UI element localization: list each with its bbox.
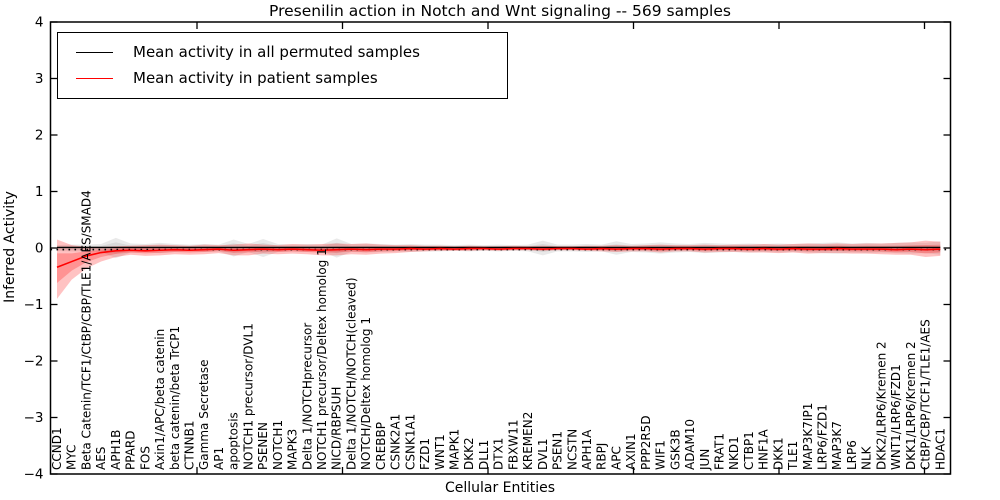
x-tick-label: WNT1	[433, 434, 447, 470]
x-tick-label: MAP3K7	[830, 421, 844, 470]
x-tick-label: CSNK1A1	[403, 414, 417, 470]
y-tick-label: 0	[35, 241, 44, 257]
x-tick-label: PPARD	[124, 431, 138, 471]
x-tick-label: AES	[94, 447, 108, 470]
x-tick-label: FRAT1	[712, 433, 726, 470]
x-tick-label: DKK2	[462, 437, 476, 470]
legend-line-sample-permuted	[76, 51, 113, 53]
x-tick-label: APH1A	[580, 429, 594, 470]
y-tick-label: −1	[24, 297, 44, 313]
x-tick-label: FOS	[138, 446, 152, 470]
x-tick-label: NOTCH1 precursor/DVL1	[241, 323, 255, 470]
legend: Mean activity in all permuted samples Me…	[57, 32, 508, 99]
x-tick-label: DLL1	[477, 440, 491, 470]
x-tick-label: WIF1	[654, 440, 668, 470]
y-tick-label: 4	[35, 15, 44, 31]
x-tick-label: PPP2R5D	[639, 415, 653, 470]
legend-label-permuted: Mean activity in all permuted samples	[133, 42, 420, 61]
x-tick-label: AP1	[212, 447, 226, 470]
x-tick-label: NKD1	[727, 436, 741, 470]
x-tick-label: DKK2/LRP6/Kremen 2	[874, 341, 888, 470]
x-tick-label: DVL1	[536, 438, 550, 470]
x-tick-label: GSK3B	[668, 429, 682, 470]
x-tick-label: MAP3K7IP1	[801, 403, 815, 470]
x-tick-label: RBPJ	[595, 443, 609, 470]
y-tick-label: 2	[35, 128, 44, 144]
x-tick-label: APH1B	[109, 430, 123, 470]
x-tick-label: NICD/RBPSUH	[330, 387, 344, 470]
x-tick-label: CCND1	[50, 427, 64, 470]
x-tick-label: FZD1	[418, 438, 432, 470]
x-tick-label: CSNK2A1	[389, 414, 403, 470]
x-tick-label: KREMEN2	[521, 412, 535, 470]
x-tick-label: MYC	[65, 445, 79, 470]
x-tick-label: TLE1	[786, 441, 800, 471]
x-tick-label: WNT1/LRP6/FZD1	[889, 364, 903, 470]
patient-mean-line	[56, 247, 941, 268]
y-tick-label: −4	[24, 467, 44, 483]
x-axis-title: Cellular Entities	[444, 480, 556, 496]
x-tick-label: APC	[609, 446, 623, 470]
x-tick-label: MAPK3	[286, 429, 300, 470]
x-tick-label: Beta Catenin/TCF1/CtBP/CBP/TLE1/AES/SMAD…	[79, 190, 93, 470]
x-tick-label: MAPK1	[447, 429, 461, 470]
x-tick-label: apoptosis	[227, 412, 241, 470]
x-tick-label: ADAM10	[683, 419, 697, 470]
y-tick-label: 3	[35, 71, 44, 87]
x-tick-label: NOTCH1 precursor/Deltex homolog 1	[315, 248, 329, 470]
x-tick-label: AXIN1	[624, 433, 638, 470]
x-tick-label: DKK1/LRP6/Kremen 2	[904, 341, 918, 470]
y-tick-label: −3	[24, 410, 44, 426]
x-tick-label: NOTCH/Deltex homolog 1	[359, 317, 373, 470]
y-tick-label: 1	[35, 184, 44, 200]
legend-line-sample-patient	[76, 78, 113, 80]
x-tick-label: HDAC1	[933, 428, 947, 470]
x-tick-label: NOTCH1	[271, 420, 285, 470]
x-tick-label: JUN	[698, 449, 712, 471]
x-tick-label: CTBP1	[742, 431, 756, 470]
legend-item-patient: Mean activity in patient samples	[58, 71, 507, 86]
x-tick-label: DTX1	[492, 438, 506, 470]
x-tick-label: CtBP/CBP/TCF1/TLE1/AES	[919, 319, 933, 470]
patient-band-outer	[57, 239, 941, 299]
x-tick-label: Delta 1/NOTCH/NOTCH(cleaved)	[344, 277, 358, 470]
x-tick-label: CREBBP	[374, 422, 388, 470]
x-tick-label: NCSTN	[565, 429, 579, 470]
y-axis-title: Inferred Activity	[2, 191, 18, 303]
x-tick-label: LRP6/FZD1	[816, 404, 830, 470]
x-tick-label: beta catenin/beta TrCP1	[168, 326, 182, 470]
legend-item-permuted: Mean activity in all permuted samples	[58, 42, 507, 61]
x-tick-label: PSEN1	[551, 431, 565, 470]
x-tick-label: CTNNB1	[182, 420, 196, 470]
x-tick-label: Gamma Secretase	[197, 359, 211, 470]
x-tick-label: Axin1/APC/beta catenin	[153, 329, 167, 470]
x-tick-label: HNF1A	[757, 428, 771, 470]
x-tick-label: PSENEN	[256, 422, 270, 470]
x-tick-label: NLK	[860, 445, 874, 470]
x-tick-label: LRP6	[845, 440, 859, 470]
x-tick-label: Delta 1/NOTCHprecursor	[300, 323, 314, 470]
chart-title: Presenilin action in Notch and Wnt signa…	[269, 2, 731, 20]
y-tick-label: −2	[24, 354, 44, 370]
x-tick-label: DKK1	[771, 437, 785, 470]
legend-label-patient: Mean activity in patient samples	[133, 69, 378, 88]
x-tick-label: FBXW11	[506, 420, 520, 471]
